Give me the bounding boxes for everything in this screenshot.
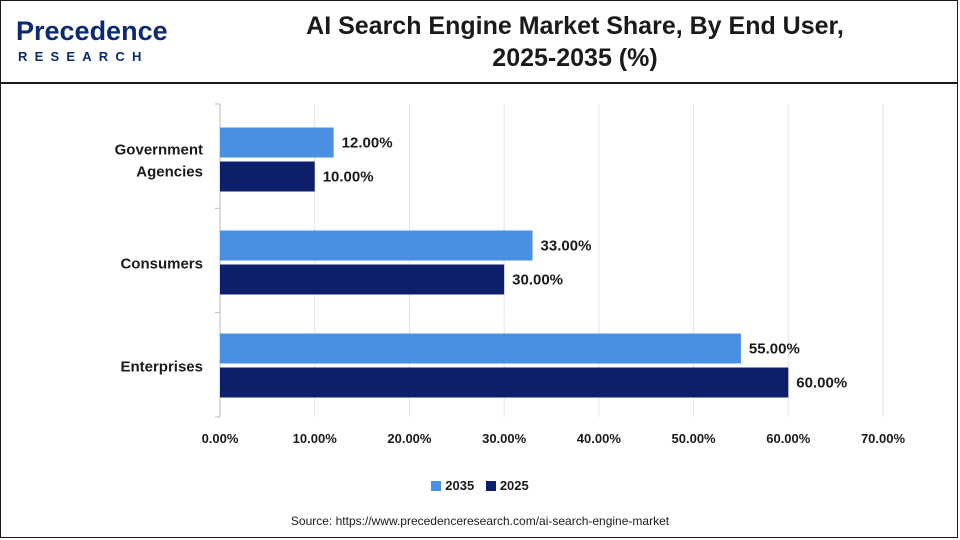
chart-title: AI Search Engine Market Share, By End Us… [255,10,895,74]
category-label-0-line-1: Agencies [136,164,203,181]
chart-title-line-2: 2025-2035 (%) [492,44,658,72]
bar-2025-0 [220,161,315,192]
logo-subtitle: RESEARCH [18,49,149,64]
data-label-2025-1: 30.00% [512,272,563,289]
x-tick-label-4: 40.00% [577,431,622,446]
bar-2035-1 [220,230,533,261]
legend: 2035 2025 [0,478,960,493]
data-label-2035-0: 12.00% [342,135,393,152]
bar-2035-0 [220,127,334,158]
legend-item-2035: 2035 [431,478,474,493]
x-tick-label-6: 60.00% [766,431,811,446]
x-tick-label-1: 10.00% [293,431,338,446]
legend-label-2025: 2025 [499,478,529,493]
x-tick-label-3: 30.00% [482,431,527,446]
bar-2025-2 [220,367,789,398]
x-tick-label-0: 0.00% [202,431,239,446]
legend-label-2035: 2035 [445,478,475,493]
legend-swatch-2035 [431,481,442,491]
header-divider [0,82,958,84]
x-tick-label-5: 50.00% [672,431,717,446]
category-label-0-line-0: Government [115,142,203,159]
x-tick-label-7: 70.00% [861,431,906,446]
chart-title-line-1: AI Search Engine Market Share, By End Us… [306,12,844,40]
precedence-logo: Precedence RESEARCH [16,16,176,66]
source-note: Source: https://www.precedenceresearch.c… [290,514,670,528]
category-label-2: Enterprises [120,359,203,376]
bar-2025-1 [220,264,505,295]
legend-swatch-2025 [485,481,496,491]
x-tick-label-2: 20.00% [387,431,432,446]
bar-chart: 12.00% 10.00% Government Agencies 33.00% 30.0… [115,103,906,446]
data-label-2025-0: 10.00% [323,169,374,186]
bar-2035-2 [220,333,741,364]
data-label-2035-1: 33.00% [541,238,592,255]
category-label-1: Consumers [120,256,203,273]
header: Precedence RESEARCH AI Search Engine Mar… [0,0,958,82]
logo-word: Precedence [16,16,168,46]
data-label-2025-2: 60.00% [796,375,847,392]
legend-item-2025: 2025 [485,478,529,493]
data-label-2035-2: 55.00% [749,341,800,358]
